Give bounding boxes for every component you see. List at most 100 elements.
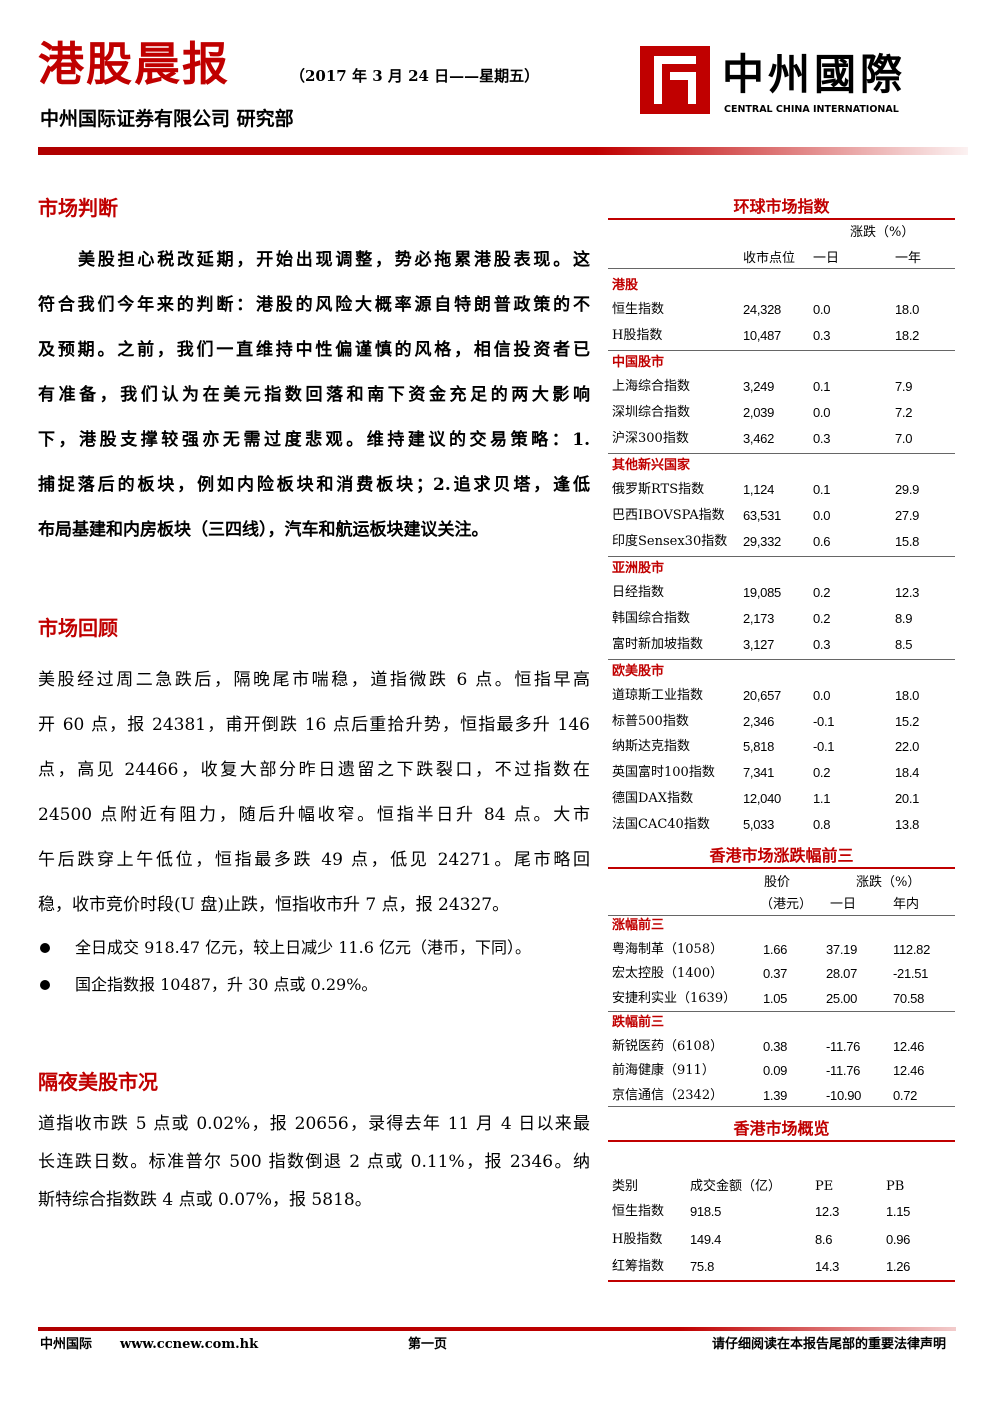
group-heading: 跌幅前三: [612, 1014, 665, 1030]
category-name: 红筹指数: [612, 1259, 665, 1274]
stock-change-ytd: 70.58: [893, 990, 925, 1006]
index-change-year: 20.1: [895, 791, 920, 806]
column-header: （港元）: [760, 897, 813, 912]
paragraph-line: 符合我们今年来的判断：港股的风险大概率源自特朗普政策的不: [38, 295, 590, 315]
rule: [608, 555, 955, 557]
stock-name: 粤海制革（1058）: [612, 942, 724, 957]
index-close: 2,039: [743, 404, 775, 420]
index-name: 纳斯达克指数: [612, 739, 691, 755]
index-name: H股指数: [612, 327, 663, 343]
index-close: 19,085: [743, 584, 781, 600]
index-change-day: 0.0: [813, 302, 831, 317]
column-header: 年内: [893, 897, 920, 912]
stock-change-day: 28.07: [826, 966, 858, 982]
index-close: 5,818: [743, 739, 775, 755]
rule: [608, 1140, 955, 1142]
logo-subtext: CENTRAL CHINA INTERNATIONAL: [724, 104, 899, 115]
group-heading: 中国股市: [612, 355, 665, 371]
bullet-item: 国企指数报 10487，升 30 点或 0.29%。: [75, 975, 378, 994]
index-close: 24,328: [743, 302, 781, 317]
section-heading: 隔夜美股市况: [38, 1070, 158, 1094]
index-close: 10,487: [743, 327, 781, 343]
stock-change-day: -11.76: [826, 1038, 861, 1054]
rule: [608, 658, 955, 660]
overview-value: 8.6: [815, 1231, 833, 1247]
paragraph-line: 道指收市跌 5 点或 0.02%，报 20656，录得去年 11 月 4 日以来…: [38, 1114, 590, 1134]
column-header: PB: [886, 1179, 905, 1194]
panel-title: 香港市场涨跌幅前三: [709, 846, 854, 865]
group-heading: 其他新兴国家: [612, 458, 691, 473]
column-header: PE: [815, 1179, 834, 1194]
paragraph-line: 长连跌日数。标准普尔 500 指数倒退 2 点或 0.11%，报 2346。纳: [38, 1152, 590, 1172]
column-header: 一日: [813, 251, 840, 266]
rule: [608, 1010, 955, 1012]
index-change-year: 18.2: [895, 327, 920, 343]
index-change-day: -0.1: [813, 739, 835, 755]
footer-company: 中州国际: [40, 1337, 93, 1352]
paragraph-line: 午后跌穿上午低位，恒指最多跌 49 点，低见 24271。尾市略回: [38, 850, 590, 870]
overview-value: 918.5: [690, 1204, 722, 1219]
index-name: 俄罗斯RTS指数: [612, 482, 705, 497]
index-name: 巴西IBOVSPA指数: [612, 507, 725, 523]
paragraph-line: 捕捉落后的板块，例如内险板块和消费板块；2.追求贝塔，逢低: [38, 475, 590, 495]
index-name: 恒生指数: [612, 302, 665, 317]
paragraph-line: 下，港股支撑较强亦无需过度悲观。维持建议的交易策略：1.: [38, 430, 590, 450]
paragraph-line: 美股担心税改延期，开始出现调整，势必拖累港股表现。这: [78, 250, 590, 270]
index-change-year: 7.9: [895, 379, 913, 395]
bullet-item: 全日成交 918.47 亿元，较上日减少 11.6 亿元（港币，下同）。: [75, 938, 531, 957]
stock-price: 0.38: [763, 1038, 788, 1054]
category-name: 恒生指数: [612, 1204, 665, 1219]
index-close: 2,173: [743, 610, 775, 626]
column-header: 一年: [895, 251, 922, 266]
index-change-day: 0.3: [813, 636, 831, 652]
index-change-day: 0.0: [813, 507, 831, 523]
rule: [608, 867, 955, 869]
index-change-day: 0.3: [813, 430, 831, 446]
paragraph-line: 斯特综合指数跌 4 点或 0.07%，报 5818。: [38, 1190, 372, 1210]
footer-page: 第一页: [408, 1337, 448, 1352]
index-change-year: 15.8: [895, 533, 920, 549]
company-name: 中州国际证券有限公司 研究部: [40, 108, 294, 130]
rule: [608, 453, 955, 454]
index-change-year: 18.0: [895, 687, 920, 703]
index-change-day: 0.0: [813, 687, 831, 703]
footer-notice: 请仔细阅读在本报告尾部的重要法律声明: [711, 1337, 946, 1352]
index-change-day: 0.2: [813, 584, 831, 600]
stock-price: 0.37: [763, 966, 788, 982]
stock-price: 0.09: [763, 1063, 788, 1079]
group-heading: 涨幅前三: [612, 918, 665, 933]
index-change-year: 7.2: [895, 404, 913, 420]
index-change-year: 12.3: [895, 584, 920, 600]
column-header: 一日: [830, 897, 857, 912]
group-heading: 亚洲股市: [612, 560, 665, 576]
rule: [608, 1280, 955, 1282]
index-change-year: 29.9: [895, 482, 920, 497]
stock-change-ytd: 0.72: [893, 1087, 918, 1103]
stock-name: 京信通信（2342）: [612, 1087, 724, 1103]
paragraph-line: 开 60 点，报 24381，甫开倒跌 16 点后重拾升势，恒指最多升 146: [38, 715, 590, 735]
column-group-header: 涨跌（%）: [856, 875, 921, 890]
stock-change-day: -10.90: [826, 1087, 862, 1103]
index-name: 上海综合指数: [612, 379, 691, 395]
section-heading: 市场判断: [38, 196, 118, 220]
category-name: H股指数: [612, 1231, 663, 1247]
index-name: 德国DAX指数: [612, 791, 694, 806]
rule: [608, 915, 955, 916]
rule: [608, 350, 955, 352]
paragraph-line: 24500 点附近有阻力，随后升幅收窄。恒指半日升 84 点。大市: [38, 805, 590, 825]
section-heading: 市场回顾: [38, 616, 118, 640]
index-name: 法国CAC40指数: [612, 816, 710, 832]
index-name: 日经指数: [612, 584, 665, 600]
index-change-day: 1.1: [813, 791, 831, 806]
column-header: 收市点位: [743, 251, 796, 266]
overview-value: 0.96: [886, 1231, 911, 1247]
report-date: （2017 年 3 月 24 日——星期五）: [290, 67, 540, 85]
stock-name: 安捷利实业（1639）: [612, 990, 737, 1006]
index-name: 富时新加坡指数: [612, 636, 704, 652]
index-close: 3,249: [743, 379, 775, 395]
index-change-day: 0.6: [813, 533, 831, 549]
overview-value: 149.4: [690, 1231, 722, 1247]
index-close: 2,346: [743, 713, 775, 729]
paragraph-line: 及预期。之前，我们一直维持中性偏谨慎的风格，相信投资者已: [38, 340, 590, 360]
index-change-year: 7.0: [895, 430, 913, 446]
